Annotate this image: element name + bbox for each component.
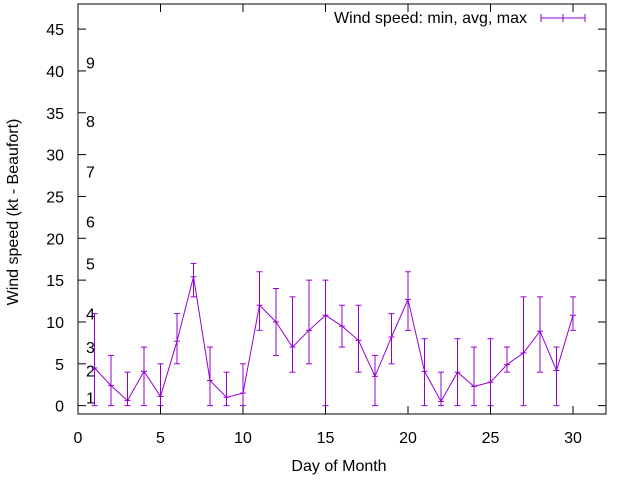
error-bar xyxy=(322,279,329,407)
error-bar xyxy=(190,262,197,298)
error-bar xyxy=(157,363,164,407)
x-tick-label: 5 xyxy=(156,430,165,447)
error-bar xyxy=(174,313,180,365)
error-bar xyxy=(570,296,576,331)
axes xyxy=(77,3,607,415)
error-bar xyxy=(454,338,461,407)
error-bar xyxy=(405,271,411,331)
beaufort-label: 4 xyxy=(86,307,95,324)
y-tick-label: 45 xyxy=(46,22,64,39)
error-bar xyxy=(421,338,428,407)
error-bar xyxy=(240,363,246,407)
error-bar xyxy=(289,296,296,373)
series-wind-speed xyxy=(91,262,576,407)
x-tick-label: 0 xyxy=(74,430,83,447)
legend: Wind speed: min, avg, max xyxy=(334,10,586,27)
beaufort-label: 1 xyxy=(86,390,95,407)
beaufort-label: 3 xyxy=(86,340,95,357)
error-bar xyxy=(256,271,263,331)
error-bar xyxy=(504,346,510,373)
error-bar xyxy=(471,346,477,407)
error-bar xyxy=(273,287,279,356)
legend-label: Wind speed: min, avg, max xyxy=(334,10,527,27)
y-tick-label: 15 xyxy=(46,273,64,290)
error-bar xyxy=(108,354,114,407)
error-bar xyxy=(207,346,213,407)
error-bar xyxy=(355,304,362,373)
x-tick-label: 10 xyxy=(234,430,252,447)
x-tick-label: 30 xyxy=(564,430,582,447)
error-bar xyxy=(388,313,395,365)
error-bar xyxy=(487,338,494,407)
error-bar xyxy=(339,304,345,348)
y-tick-label: 10 xyxy=(46,315,64,332)
x-tick-label: 25 xyxy=(482,430,500,447)
y-tick-label: 0 xyxy=(55,399,64,416)
beaufort-label: 7 xyxy=(86,164,95,181)
avg-line xyxy=(94,276,574,403)
error-bar xyxy=(520,296,527,407)
error-bar xyxy=(91,313,98,407)
error-bar xyxy=(372,354,378,407)
error-bar xyxy=(223,371,230,407)
beaufort-label: 5 xyxy=(86,256,95,273)
y-tick-label: 5 xyxy=(55,357,64,374)
plot-frame xyxy=(77,3,607,415)
error-bar xyxy=(306,279,312,365)
y-tick-label: 40 xyxy=(46,64,64,81)
y-axis-label: Wind speed (kt - Beaufort) xyxy=(5,119,22,306)
beaufort-label: 6 xyxy=(86,215,95,232)
x-axis-label: Day of Month xyxy=(291,458,386,475)
error-bar xyxy=(537,296,543,373)
y-tick-label: 20 xyxy=(46,231,64,248)
beaufort-label: 2 xyxy=(86,363,95,380)
beaufort-label: 9 xyxy=(86,56,95,73)
legend-sample xyxy=(540,14,586,22)
y-tick-label: 35 xyxy=(46,106,64,123)
error-bar xyxy=(553,346,560,407)
x-tick-label: 15 xyxy=(317,430,335,447)
error-bar xyxy=(141,346,147,407)
x-tick-label: 20 xyxy=(399,430,417,447)
y-tick-label: 30 xyxy=(46,148,64,165)
beaufort-label: 8 xyxy=(86,114,95,131)
error-bar xyxy=(438,371,444,407)
beaufort-labels: 1 2 3 4 5 6 7 8 9 xyxy=(86,56,95,408)
error-bar xyxy=(124,371,131,407)
y-tick-label: 25 xyxy=(46,189,64,206)
